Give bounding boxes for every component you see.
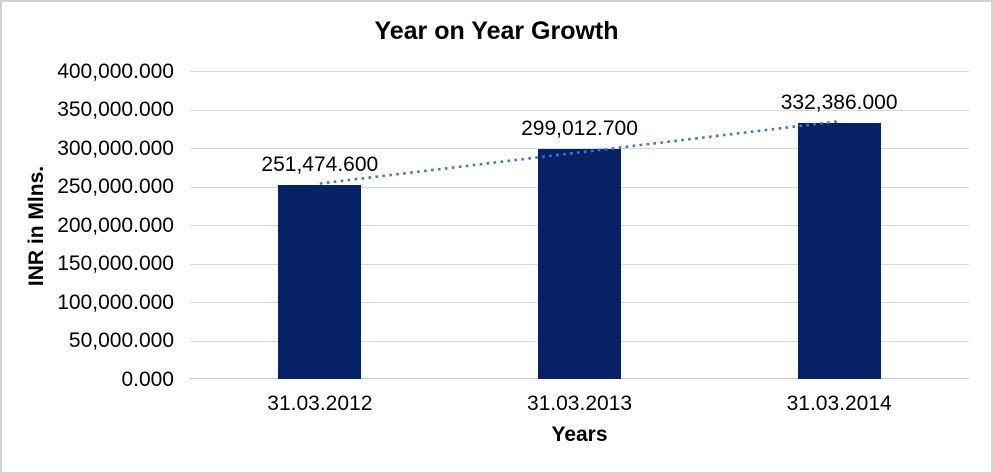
x-tick-label: 31.03.2014 bbox=[786, 392, 892, 415]
y-tick-label: 400,000.000 bbox=[57, 59, 174, 83]
x-tick-label: 31.03.2012 bbox=[267, 392, 373, 415]
gridline bbox=[190, 109, 969, 111]
y-tick-label: 250,000.000 bbox=[57, 175, 174, 198]
x-axis-title: Years bbox=[551, 423, 608, 446]
bar-value-label: 251,474.600 bbox=[261, 153, 379, 177]
bar-value-label: 299,012.700 bbox=[521, 116, 638, 140]
x-tick-label: 31.03.2013 bbox=[526, 392, 633, 415]
bar-value-label: 332,386.000 bbox=[780, 91, 898, 115]
y-tick-label: 150,000.000 bbox=[57, 252, 174, 275]
y-tick-label: 100,000.000 bbox=[57, 290, 174, 314]
y-tick-label: 0.000 bbox=[121, 367, 174, 391]
y-tick-label: 350,000.000 bbox=[57, 98, 174, 121]
plot-area: 251,474.600 299,012.700 332,386.000 bbox=[190, 71, 969, 379]
chart-title: Year on Year Growth bbox=[374, 17, 619, 45]
y-tick-label: 300,000.000 bbox=[57, 136, 174, 160]
bar bbox=[797, 123, 881, 379]
y-tick-label: 50,000.000 bbox=[68, 329, 174, 352]
gridline bbox=[190, 71, 969, 72]
bar bbox=[278, 185, 362, 379]
bar bbox=[538, 148, 621, 379]
y-tick-label: 200,000.000 bbox=[57, 213, 174, 237]
